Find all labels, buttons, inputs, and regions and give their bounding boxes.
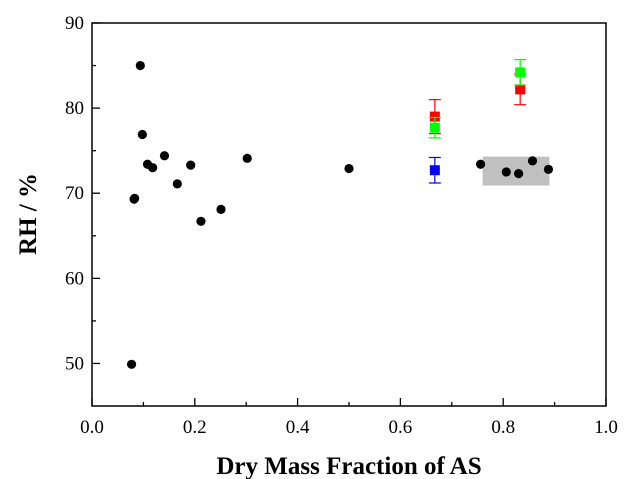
x-tick-label: 0.4 xyxy=(286,417,310,438)
y-tick-labels: 50 60 70 80 90 xyxy=(65,13,84,374)
y-tick-label: 80 xyxy=(65,98,84,119)
x-tick-label: 0.0 xyxy=(80,417,104,438)
data-point-circle xyxy=(216,204,226,214)
data-point-circle xyxy=(242,153,252,163)
data-point-circle xyxy=(148,163,158,173)
x-tick-labels: 0.0 0.2 0.4 0.6 0.8 1.0 xyxy=(80,417,618,438)
data-point-circle xyxy=(130,193,140,203)
x-tick-label: 0.6 xyxy=(389,417,413,438)
data-point-circle xyxy=(527,156,538,166)
data-point-circle xyxy=(159,151,170,161)
y-axis-title: RH / % xyxy=(15,173,42,255)
data-point-circle xyxy=(135,60,145,71)
data-point-circle xyxy=(172,179,182,189)
data-point-circle xyxy=(126,359,137,369)
data-point-square xyxy=(429,122,440,133)
plot-frame xyxy=(91,22,607,407)
data-point-square xyxy=(429,111,440,122)
data-point-circle xyxy=(543,164,554,174)
data-point-square xyxy=(515,84,526,95)
data-point-square xyxy=(429,165,440,176)
data-point-circle xyxy=(514,169,524,179)
data-point-circle xyxy=(137,129,147,140)
data-point-circle xyxy=(186,160,196,170)
data-point-circle xyxy=(475,159,486,169)
y-tick-label: 60 xyxy=(65,268,84,289)
x-axis-title: Dry Mass Fraction of AS xyxy=(216,453,481,479)
data-point-circle xyxy=(344,163,354,174)
y-tick-label: 90 xyxy=(65,13,84,34)
x-tick-label: 0.2 xyxy=(183,417,207,438)
data-point-circle xyxy=(196,216,206,226)
data-point-square xyxy=(515,67,526,78)
x-tick-label: 1.0 xyxy=(594,417,618,438)
y-tick-label: 50 xyxy=(65,353,84,374)
data-point-circle xyxy=(501,167,511,177)
x-tick-label: 0.8 xyxy=(491,417,515,438)
y-tick-label: 70 xyxy=(65,183,84,204)
axis-ticks xyxy=(91,22,607,406)
data-marks xyxy=(126,58,554,369)
